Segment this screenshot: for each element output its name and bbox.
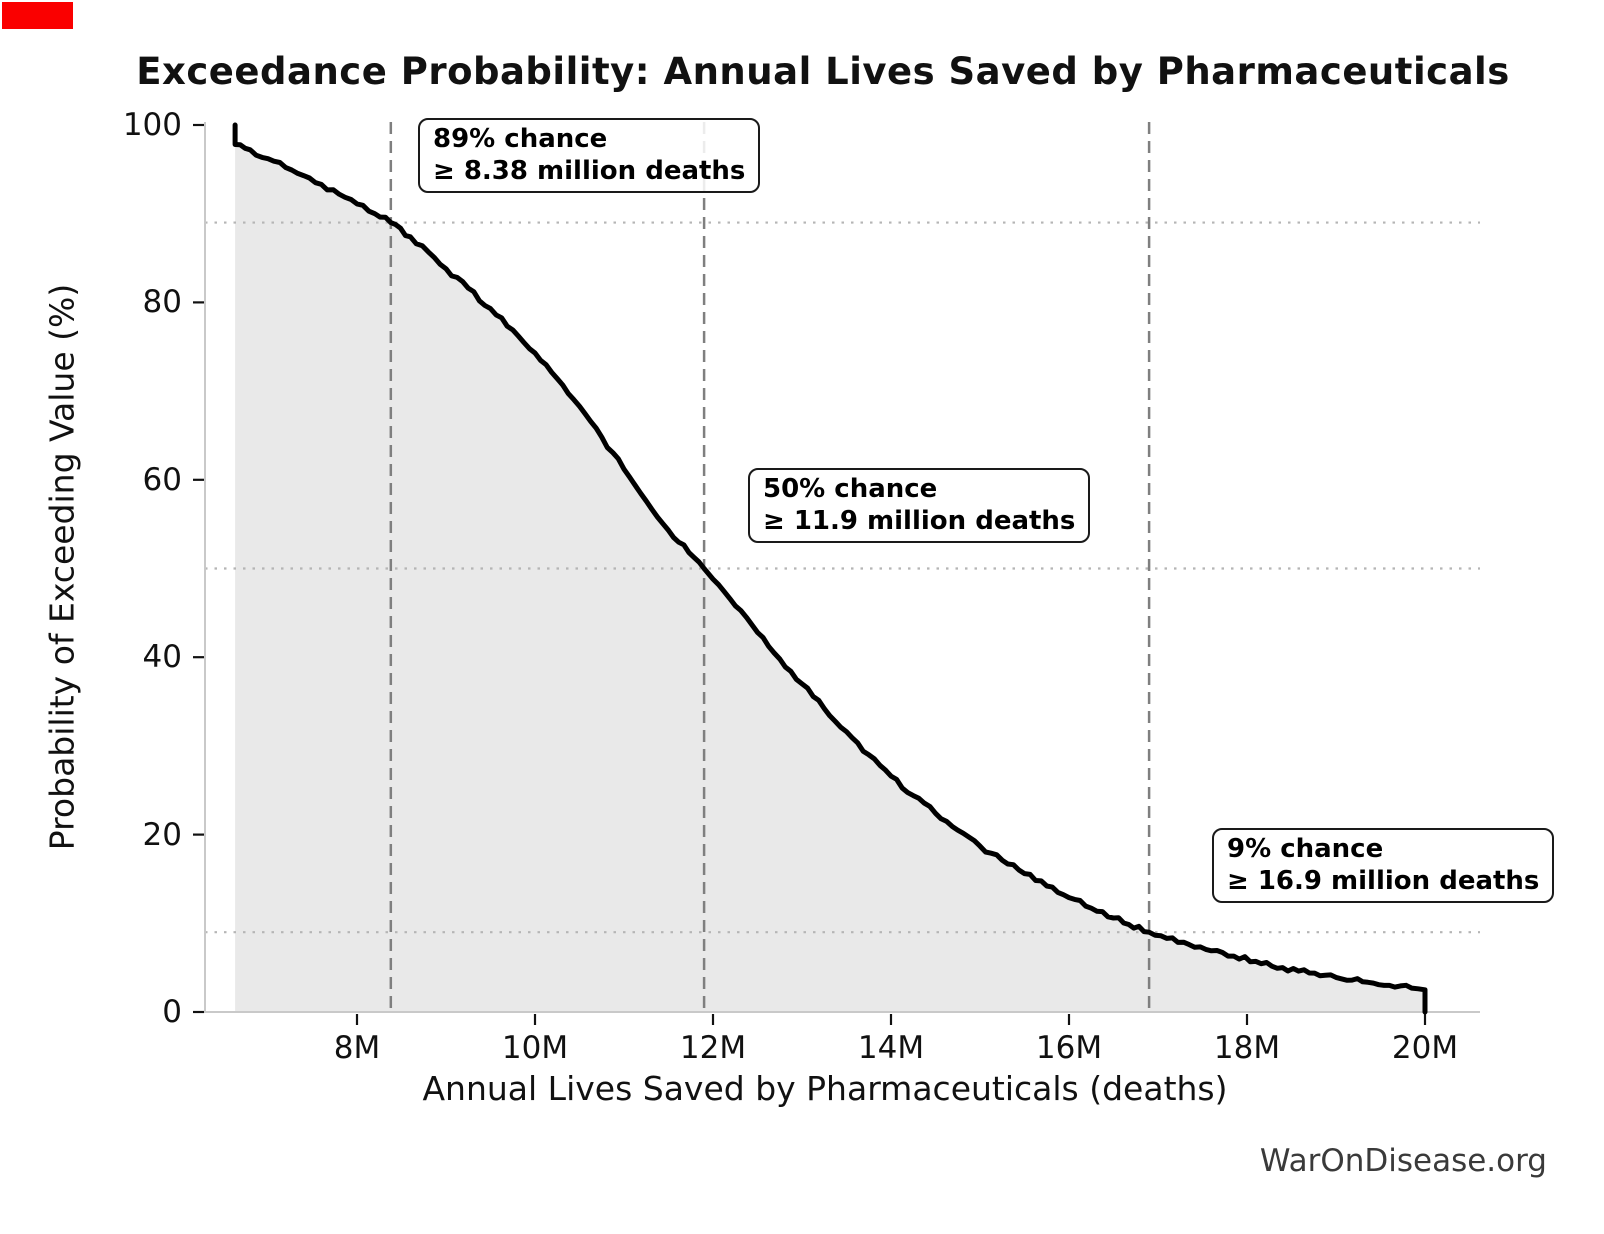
annotation-line1: 89% chance xyxy=(433,124,608,154)
y-tick-label-0: 0 xyxy=(162,994,182,1030)
x-tick-label-20m: 20M xyxy=(1391,1030,1459,1066)
x-tick-label-18m: 18M xyxy=(1213,1030,1281,1066)
annotation-box-89pct: 89% chance ≥ 8.38 million deaths xyxy=(418,118,761,193)
annotation-line1: 9% chance xyxy=(1227,834,1384,864)
y-tick-label-20: 20 xyxy=(142,817,182,853)
y-axis-label: Probability of Exceeding Value (%) xyxy=(42,283,82,851)
y-tick-label-60: 60 xyxy=(142,462,182,498)
x-tick-label-16m: 16M xyxy=(1035,1030,1103,1066)
y-tick-label-40: 40 xyxy=(142,639,182,675)
chart-title: Exceedance Probability: Annual Lives Sav… xyxy=(136,50,1510,93)
red-marker-overlay xyxy=(2,2,73,29)
x-axis-label: Annual Lives Saved by Pharmaceuticals (d… xyxy=(422,1069,1228,1108)
x-tick-label-14m: 14M xyxy=(857,1030,925,1066)
annotation-line2: ≥ 11.9 million deaths xyxy=(763,506,1076,536)
annotation-box-9pct: 9% chance ≥ 16.9 million deaths xyxy=(1212,828,1555,903)
x-tick-label-12m: 12M xyxy=(679,1030,747,1066)
x-tick-label-10m: 10M xyxy=(501,1030,569,1066)
annotation-line2: ≥ 8.38 million deaths xyxy=(433,156,746,186)
annotation-line1: 50% chance xyxy=(763,474,938,504)
y-tick-label-100: 100 xyxy=(122,107,182,143)
annotation-box-50pct: 50% chance ≥ 11.9 million deaths xyxy=(748,468,1091,543)
watermark-text: WarOnDisease.org xyxy=(1259,1143,1547,1179)
y-tick-label-80: 80 xyxy=(142,284,182,320)
annotation-line2: ≥ 16.9 million deaths xyxy=(1227,866,1540,896)
x-tick-label-8m: 8M xyxy=(333,1030,381,1066)
